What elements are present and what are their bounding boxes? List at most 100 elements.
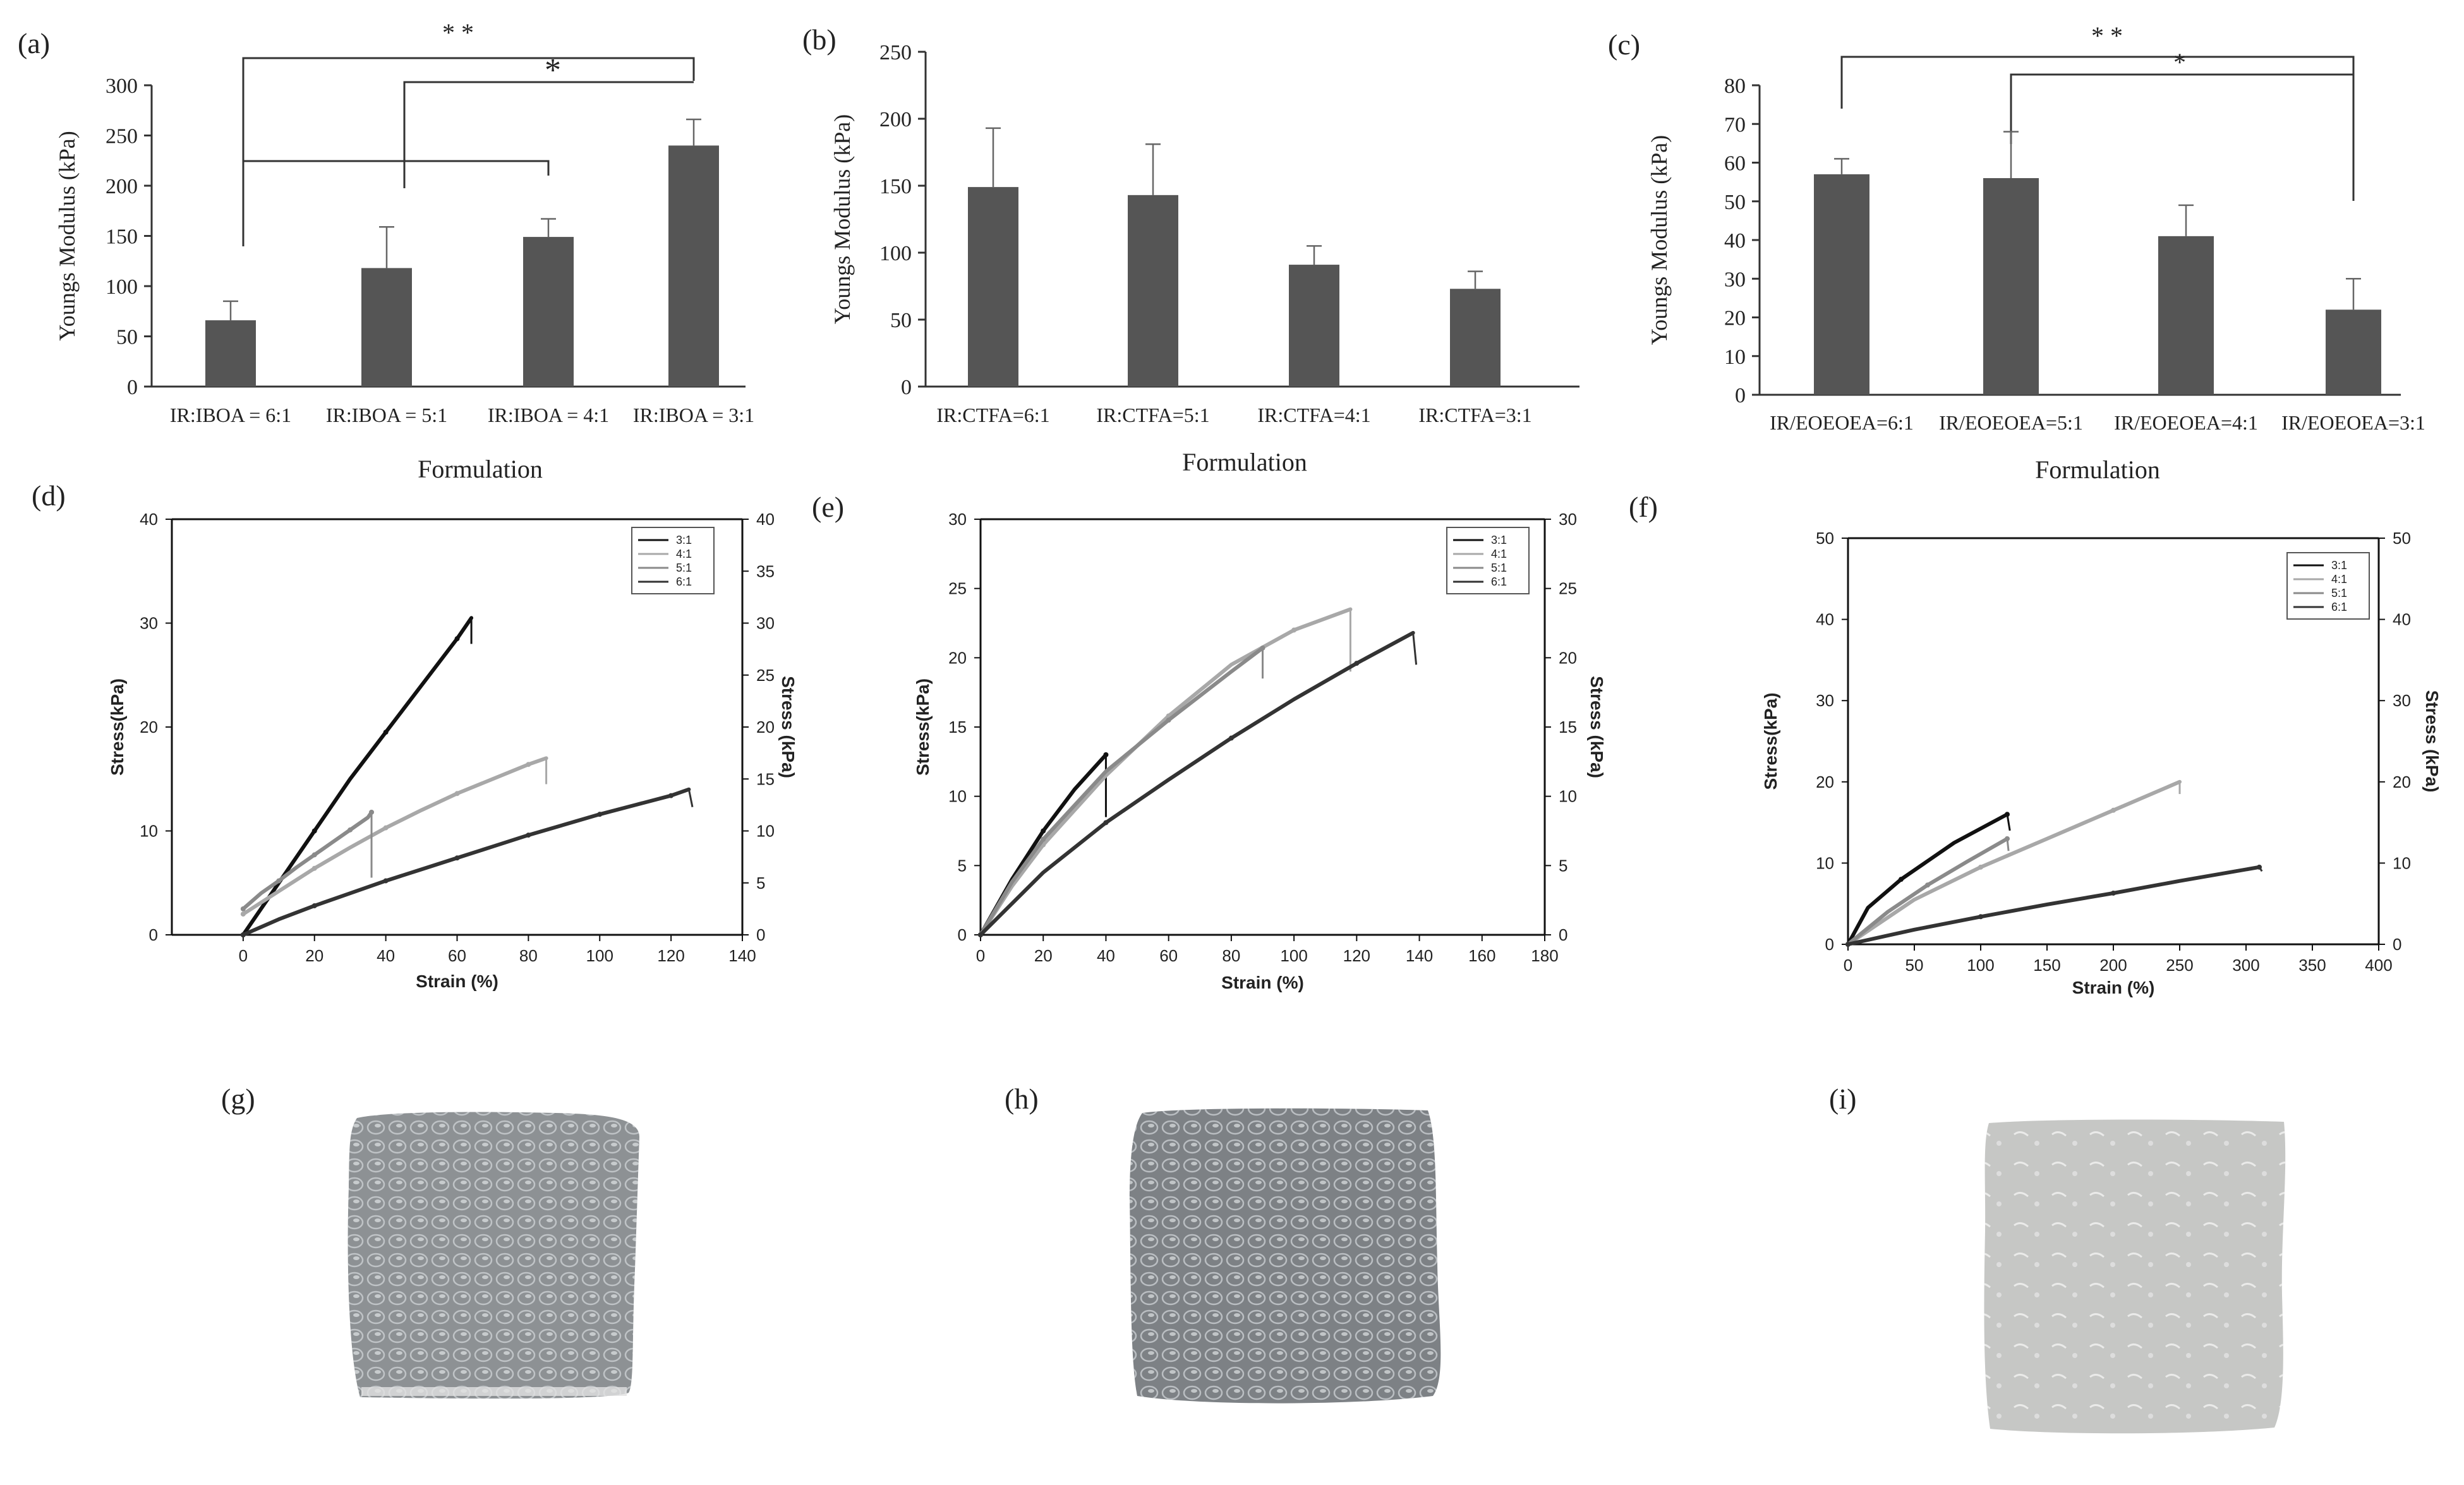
y-right-tick-label-e: 20	[1559, 648, 1577, 667]
x-axis-label-f: Strain (%)	[2072, 978, 2155, 997]
legend-label-f: 4:1	[2331, 573, 2347, 586]
y-tick-label-a: 100	[106, 275, 138, 299]
legend-box-e	[1446, 527, 1530, 594]
series-point-d	[597, 812, 603, 817]
series-point-d	[454, 636, 460, 642]
series-point-d	[383, 825, 389, 831]
y-tick-label-f: 0	[1825, 935, 1834, 954]
legend-label-e: 5:1	[1491, 562, 1507, 574]
x-tick-label-d: 100	[586, 946, 613, 965]
series-point-f	[2111, 890, 2116, 896]
y-right-tick-label-f: 40	[2393, 610, 2411, 629]
y-axis-label-c: Youngs Modulus (kPa)	[1646, 135, 1672, 345]
y-right-tick-label-d: 40	[756, 510, 775, 529]
y-tick-label-c: 30	[1724, 268, 1746, 291]
y-right-tick-label-e: 15	[1559, 718, 1577, 736]
series-point-d	[311, 828, 317, 834]
series-point-f	[1978, 864, 1983, 870]
legend-label-f: 6:1	[2331, 601, 2347, 613]
y-right-tick-label-f: 30	[2393, 691, 2411, 710]
y-tick-label-d: 10	[140, 822, 158, 841]
series-point-e	[1354, 661, 1360, 666]
significance-label-single-c: *	[2173, 48, 2186, 76]
x-axis-label-a: Formulation	[418, 455, 543, 483]
y-tick-label-a: 250	[106, 125, 138, 148]
series-line-f-6-1	[1846, 865, 2261, 946]
series-point-f	[2005, 836, 2010, 841]
bar-c	[2326, 310, 2381, 395]
x-tick-label-f: 100	[1967, 956, 1994, 975]
bar-b	[968, 187, 1018, 387]
category-label-c: IR/EOEOEA=4:1	[2114, 411, 2258, 434]
series-point-f	[1978, 914, 1983, 920]
x-tick-label-f: 200	[2099, 956, 2127, 975]
series-point-d	[668, 793, 674, 798]
y-tick-label-b: 150	[879, 175, 912, 198]
significance-label-single: *	[545, 52, 561, 88]
bar-c	[1983, 178, 2039, 395]
y-right-tick-label-d: 30	[756, 614, 775, 633]
category-label-a: IR:IBOA = 6:1	[170, 404, 291, 426]
y-tick-label-e: 0	[958, 925, 967, 944]
legend-label-f: 5:1	[2331, 587, 2347, 599]
x-tick-label-d: 0	[239, 946, 248, 965]
x-tick-label-e: 140	[1406, 946, 1433, 965]
series-point-e	[1041, 836, 1046, 842]
y-tick-label-a: 0	[127, 376, 138, 399]
y-tick-label-c: 0	[1735, 384, 1746, 407]
y-right-tick-label-d: 10	[756, 822, 775, 841]
hydrogel-photo-g	[347, 1112, 639, 1399]
panel-label-f: (f)	[1629, 491, 1658, 523]
category-label-a: IR:IBOA = 4:1	[488, 404, 609, 426]
category-label-c: IR/EOEOEA=5:1	[1939, 411, 2083, 434]
y-tick-label-e: 5	[958, 856, 967, 875]
y-tick-label-b: 250	[879, 41, 912, 64]
series-point-f	[2005, 812, 2010, 817]
x-tick-label-e: 160	[1468, 946, 1495, 965]
series-line-d-4-1	[241, 756, 548, 917]
series-point-e	[1103, 820, 1109, 826]
legend-label-d: 4:1	[676, 548, 692, 560]
series-point-e	[1103, 752, 1109, 757]
y-tick-label-e: 25	[948, 579, 967, 598]
significance-label-double: * *	[442, 18, 474, 47]
series-point-f	[1899, 877, 1904, 882]
x-tick-label-f: 400	[2365, 956, 2392, 975]
legend-box-f	[2286, 552, 2370, 620]
panel-label-a: (a)	[18, 27, 50, 59]
y-tick-label-c: 60	[1724, 152, 1746, 176]
bar-b	[1450, 289, 1501, 387]
bar-a	[668, 145, 719, 387]
x-axis-label-b: Formulation	[1182, 448, 1307, 476]
category-label-b: IR:CTFA=5:1	[1096, 404, 1209, 426]
series-point-e	[1166, 718, 1171, 723]
y-axis-label-b: Youngs Modulus (kPa)	[830, 114, 855, 324]
panel-label-g: (g)	[221, 1083, 255, 1115]
y-right-tick-label-d: 35	[756, 562, 775, 580]
bar-a	[523, 237, 574, 387]
series-line-f-4-1	[1846, 779, 2182, 946]
series-point-d	[383, 878, 389, 884]
category-label-c: IR/EOEOEA=6:1	[1770, 411, 1914, 434]
series-point-f	[1845, 942, 1851, 947]
x-tick-label-d: 140	[728, 946, 756, 965]
y-right-axis-label-d: Stress (kPa)	[778, 676, 798, 778]
y-right-tick-label-e: 0	[1559, 925, 1567, 944]
hydrogel-photo-h	[1130, 1108, 1441, 1404]
series-point-d	[311, 865, 317, 871]
series-point-d	[311, 903, 317, 908]
y-tick-label-e: 30	[948, 510, 967, 529]
legend-label-e: 4:1	[1491, 548, 1507, 560]
y-right-tick-label-d: 25	[756, 666, 775, 685]
y-tick-label-c: 10	[1724, 346, 1746, 369]
y-axis-label-d: Stress(kPa)	[107, 678, 127, 776]
y-right-tick-label-e: 25	[1559, 579, 1577, 598]
y-tick-label-d: 20	[140, 718, 158, 736]
y-right-tick-label-d: 5	[756, 874, 765, 893]
y-right-axis-label-f: Stress (kPa)	[2422, 690, 2442, 793]
legend-label-e: 6:1	[1491, 575, 1507, 588]
x-tick-label-e: 80	[1222, 946, 1240, 965]
x-tick-label-e: 60	[1159, 946, 1178, 965]
x-tick-label-f: 0	[1844, 956, 1852, 975]
